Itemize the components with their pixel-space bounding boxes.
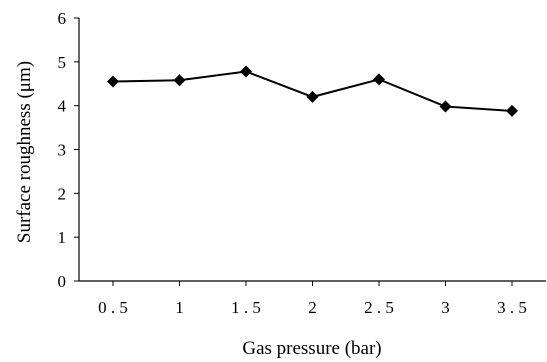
data-point-marker [173,74,186,87]
y-tick-label: 2 [58,184,67,203]
x-tick-label: 2 [308,298,317,317]
series-layer [107,65,518,117]
y-tick-label: 5 [58,53,67,72]
data-point-marker [506,104,518,117]
data-point-marker [240,65,252,78]
y-tick-label: 0 [58,272,67,291]
data-point-marker [373,73,385,86]
x-tick-label: 3 . 5 [497,298,527,317]
x-axis-title: Gas pressure (bar) [242,338,381,359]
data-point-marker [107,75,119,88]
y-tick-label: 1 [58,228,67,247]
y-tick-label: 6 [58,9,67,28]
y-tick-label: 3 [58,141,67,160]
y-tick-label: 4 [58,97,67,116]
y-axis-ticks: 0 1 2 3 4 5 6 [58,9,79,291]
x-axis-ticks: 0 . 5 1 1 . 5 2 2 . 5 3 3 . 5 [98,281,527,317]
data-point-marker [439,100,452,113]
x-tick-label: 1 [175,298,184,317]
data-point-marker [306,90,319,103]
x-tick-label: 1 . 5 [231,298,261,317]
x-tick-label: 3 [441,298,450,317]
y-axis-title: Surface roughness (μm) [14,61,35,243]
plot-area: 0 1 2 3 4 5 6 0 . 5 1 1 . 5 2 2 . 5 3 3 . 5 [58,9,546,317]
x-tick-label: 2 . 5 [364,298,394,317]
x-tick-label: 0 . 5 [98,298,128,317]
